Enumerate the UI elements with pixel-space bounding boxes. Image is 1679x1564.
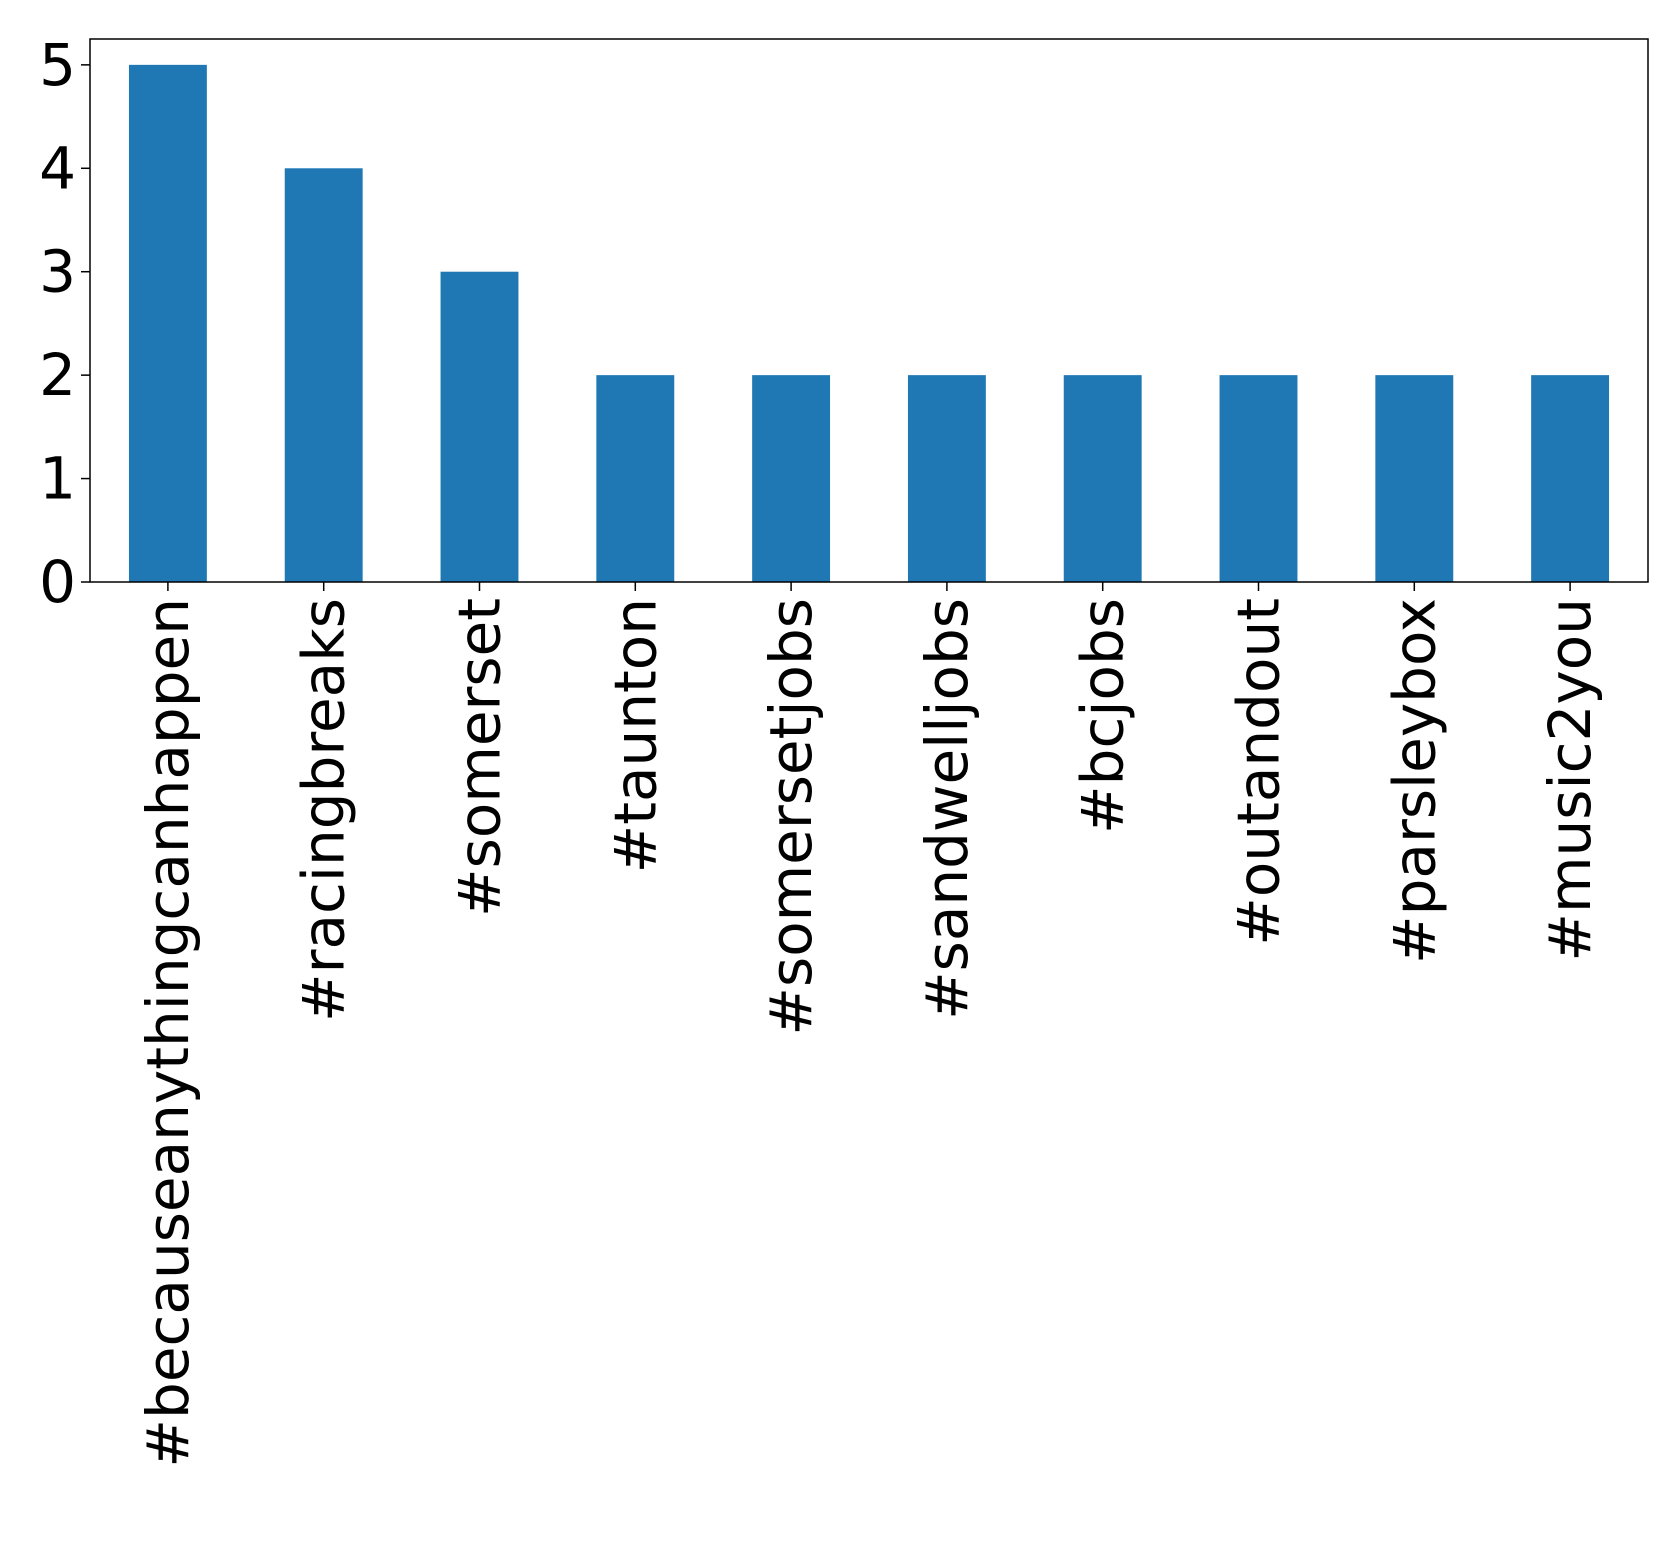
y-tick-label: 4: [39, 134, 76, 202]
bar-parsleybox: [1375, 375, 1454, 582]
y-tick-label: 0: [39, 548, 76, 616]
x-tick-label: #becauseanythingcanhappen: [134, 598, 202, 1468]
x-axis: #becauseanythingcanhappen #racingbreaks #s…: [134, 582, 1604, 1468]
plot-area-frame: [89, 38, 1649, 583]
bar-racingbreaks: [284, 168, 363, 583]
bars-group: [128, 64, 1610, 583]
bar-somerset: [440, 271, 519, 582]
bar-outandout: [1219, 375, 1298, 582]
x-tick-label: #outandout: [1225, 598, 1293, 946]
y-tick-label: 3: [39, 238, 76, 306]
bar-somersetjobs: [752, 375, 831, 582]
y-tick-label: 1: [39, 445, 76, 513]
x-tick-label: #racingbreaks: [290, 598, 358, 1022]
y-tick-label: 5: [39, 31, 76, 99]
y-axis: 0 1 2 3 4 5: [39, 31, 90, 616]
bar-bcjobs: [1063, 375, 1142, 582]
x-tick-label: #music2you: [1536, 598, 1604, 962]
x-tick-label: #taunton: [601, 598, 669, 873]
bar-becauseanythingcanhappen: [128, 64, 207, 583]
x-tick-label: #parsleybox: [1380, 598, 1448, 964]
x-tick-label: #somerset: [446, 598, 514, 917]
x-tick-label: #sandwelljobs: [913, 598, 981, 1020]
x-tick-label: #bcjobs: [1069, 598, 1137, 834]
x-tick-label: #somersetjobs: [757, 598, 825, 1036]
bar-music2you: [1531, 375, 1610, 582]
bar-sandwelljobs: [907, 375, 986, 582]
y-tick-label: 2: [39, 341, 76, 409]
bar-taunton: [596, 375, 675, 582]
